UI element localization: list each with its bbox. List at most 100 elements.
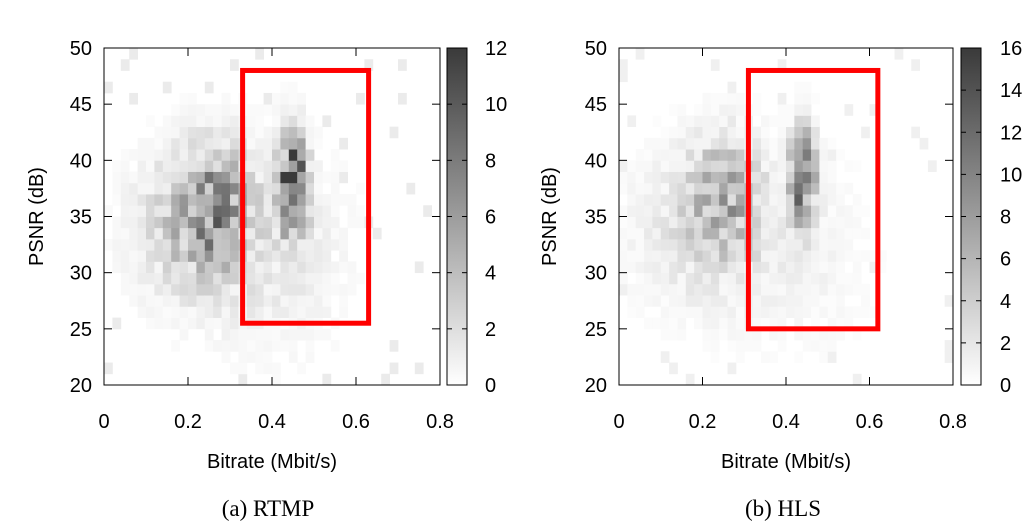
heatmap-cell [802, 149, 812, 161]
colorbar-tick-label: 2 [1000, 333, 1011, 355]
heatmap-cell [811, 250, 820, 262]
heatmap-cell [694, 205, 703, 217]
heatmap-cell [356, 182, 365, 195]
heatmap-cell [694, 306, 703, 318]
heatmap-cell [196, 227, 206, 240]
heatmap-cell [171, 149, 180, 161]
heatmap-cell [213, 250, 222, 262]
heatmap-cell [727, 283, 737, 296]
heatmap-cell [322, 205, 332, 217]
heatmap-cell [652, 272, 662, 285]
heatmap-cell [263, 238, 273, 251]
heatmap-cell [263, 272, 273, 285]
heatmap-cell [861, 283, 870, 296]
heatmap-cell [744, 340, 753, 352]
heatmap-cell [644, 283, 653, 296]
heatmap-cell [280, 216, 290, 229]
heatmap-cell [120, 238, 130, 251]
heatmap-cell [330, 182, 340, 195]
heatmap-cell [836, 306, 845, 318]
heatmap-cell [827, 250, 837, 262]
heatmap-cell [694, 160, 703, 172]
heatmap-cell [330, 227, 340, 240]
heatmap-cell [305, 227, 315, 240]
heatmap-cell [272, 295, 281, 307]
heatmap-cell [162, 160, 172, 172]
heatmap-cell [652, 227, 662, 240]
heatmap-cell [727, 250, 737, 262]
heatmap-cell [414, 261, 424, 274]
heatmap-cell [802, 104, 812, 116]
colorbar-tick-label: 6 [1000, 249, 1011, 271]
heatmap-cell [777, 104, 787, 116]
heatmap-cell [836, 283, 845, 296]
heatmap-cell [288, 182, 298, 195]
heatmap-cell [752, 160, 762, 172]
heatmap-cell [272, 149, 281, 161]
heatmap-cell [702, 126, 712, 139]
heatmap-cell [280, 238, 290, 251]
heatmap-cell [819, 137, 829, 150]
heatmap-cell [179, 328, 189, 341]
heatmap-cell [786, 149, 795, 161]
heatmap-cell [819, 351, 829, 363]
heatmap-cell [811, 205, 820, 217]
heatmap-cell [944, 340, 954, 352]
heatmap-cell [154, 227, 164, 240]
heatmap-cell [188, 149, 197, 161]
heatmap-cell [710, 194, 720, 206]
heatmap-cell [619, 182, 628, 195]
heatmap-cell [861, 250, 870, 262]
heatmap-cell [204, 115, 214, 128]
heatmap-cell [263, 283, 273, 296]
heatmap-cell [710, 351, 720, 363]
heatmap-cell [710, 261, 720, 274]
heatmap-cell [154, 137, 164, 150]
heatmap-cell [719, 194, 728, 206]
heatmap-cell [777, 194, 787, 206]
heatmap-cell [179, 126, 189, 139]
heatmap-cell [398, 59, 407, 71]
heatmap-cell [288, 137, 298, 150]
heatmap-cell [735, 317, 745, 330]
heatmap-cell [811, 227, 820, 240]
heatmap-cell [660, 227, 670, 240]
heatmap-cell [727, 216, 737, 229]
heatmap-cell [635, 272, 645, 285]
heatmap-cell [752, 104, 762, 116]
heatmap-cell [137, 194, 147, 206]
heatmap-cell [246, 171, 256, 184]
heatmap-cell [398, 92, 407, 105]
heatmap-cell [305, 306, 315, 318]
heatmap-cell [154, 317, 164, 330]
heatmap-cell [171, 295, 180, 307]
heatmap-cell [710, 216, 720, 229]
heatmap-cell [213, 317, 222, 330]
heatmap-cell [305, 340, 315, 352]
heatmap-cell [677, 171, 687, 184]
heatmap-cell [769, 283, 779, 296]
heatmap-cell [644, 205, 653, 217]
heatmap-cell [794, 328, 804, 341]
heatmap-cell [221, 149, 231, 161]
heatmap-cell [719, 126, 728, 139]
heatmap-cell [677, 115, 687, 128]
heatmap-cell [204, 238, 214, 251]
heatmap-cell [702, 149, 712, 161]
heatmap-cell [619, 272, 628, 285]
heatmap-cell [230, 250, 239, 262]
heatmap-cell [694, 295, 703, 307]
heatmap-cell [255, 126, 264, 139]
heatmap-cell [204, 81, 214, 94]
heatmap-cell [322, 238, 332, 251]
heatmap-cell [204, 317, 214, 330]
heatmap-cell [735, 306, 745, 318]
heatmap-cell [171, 283, 180, 296]
heatmap-cell [869, 104, 879, 116]
heatmap-cell [827, 205, 837, 217]
heatmap-cell [811, 126, 820, 139]
heatmap-cell [752, 272, 762, 285]
heatmap-cell [137, 272, 147, 285]
heatmap-cell [204, 216, 214, 229]
